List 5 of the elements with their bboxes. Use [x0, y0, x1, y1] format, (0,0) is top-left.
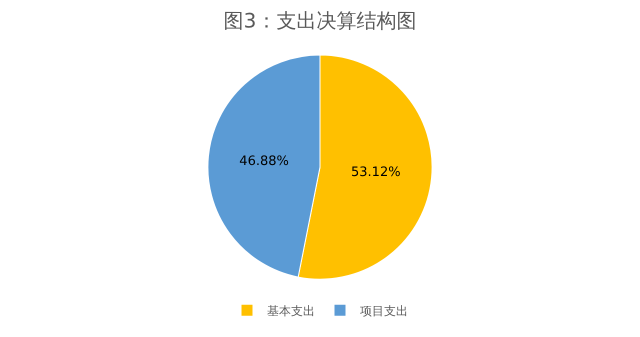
chart-title: 图3：支出决算结构图	[224, 8, 416, 32]
legend-label: 基本支出	[267, 304, 315, 318]
legend-label: 项目支出	[360, 304, 408, 318]
data-label: 53.12%	[350, 165, 401, 180]
data-label: 46.88%	[239, 154, 289, 170]
